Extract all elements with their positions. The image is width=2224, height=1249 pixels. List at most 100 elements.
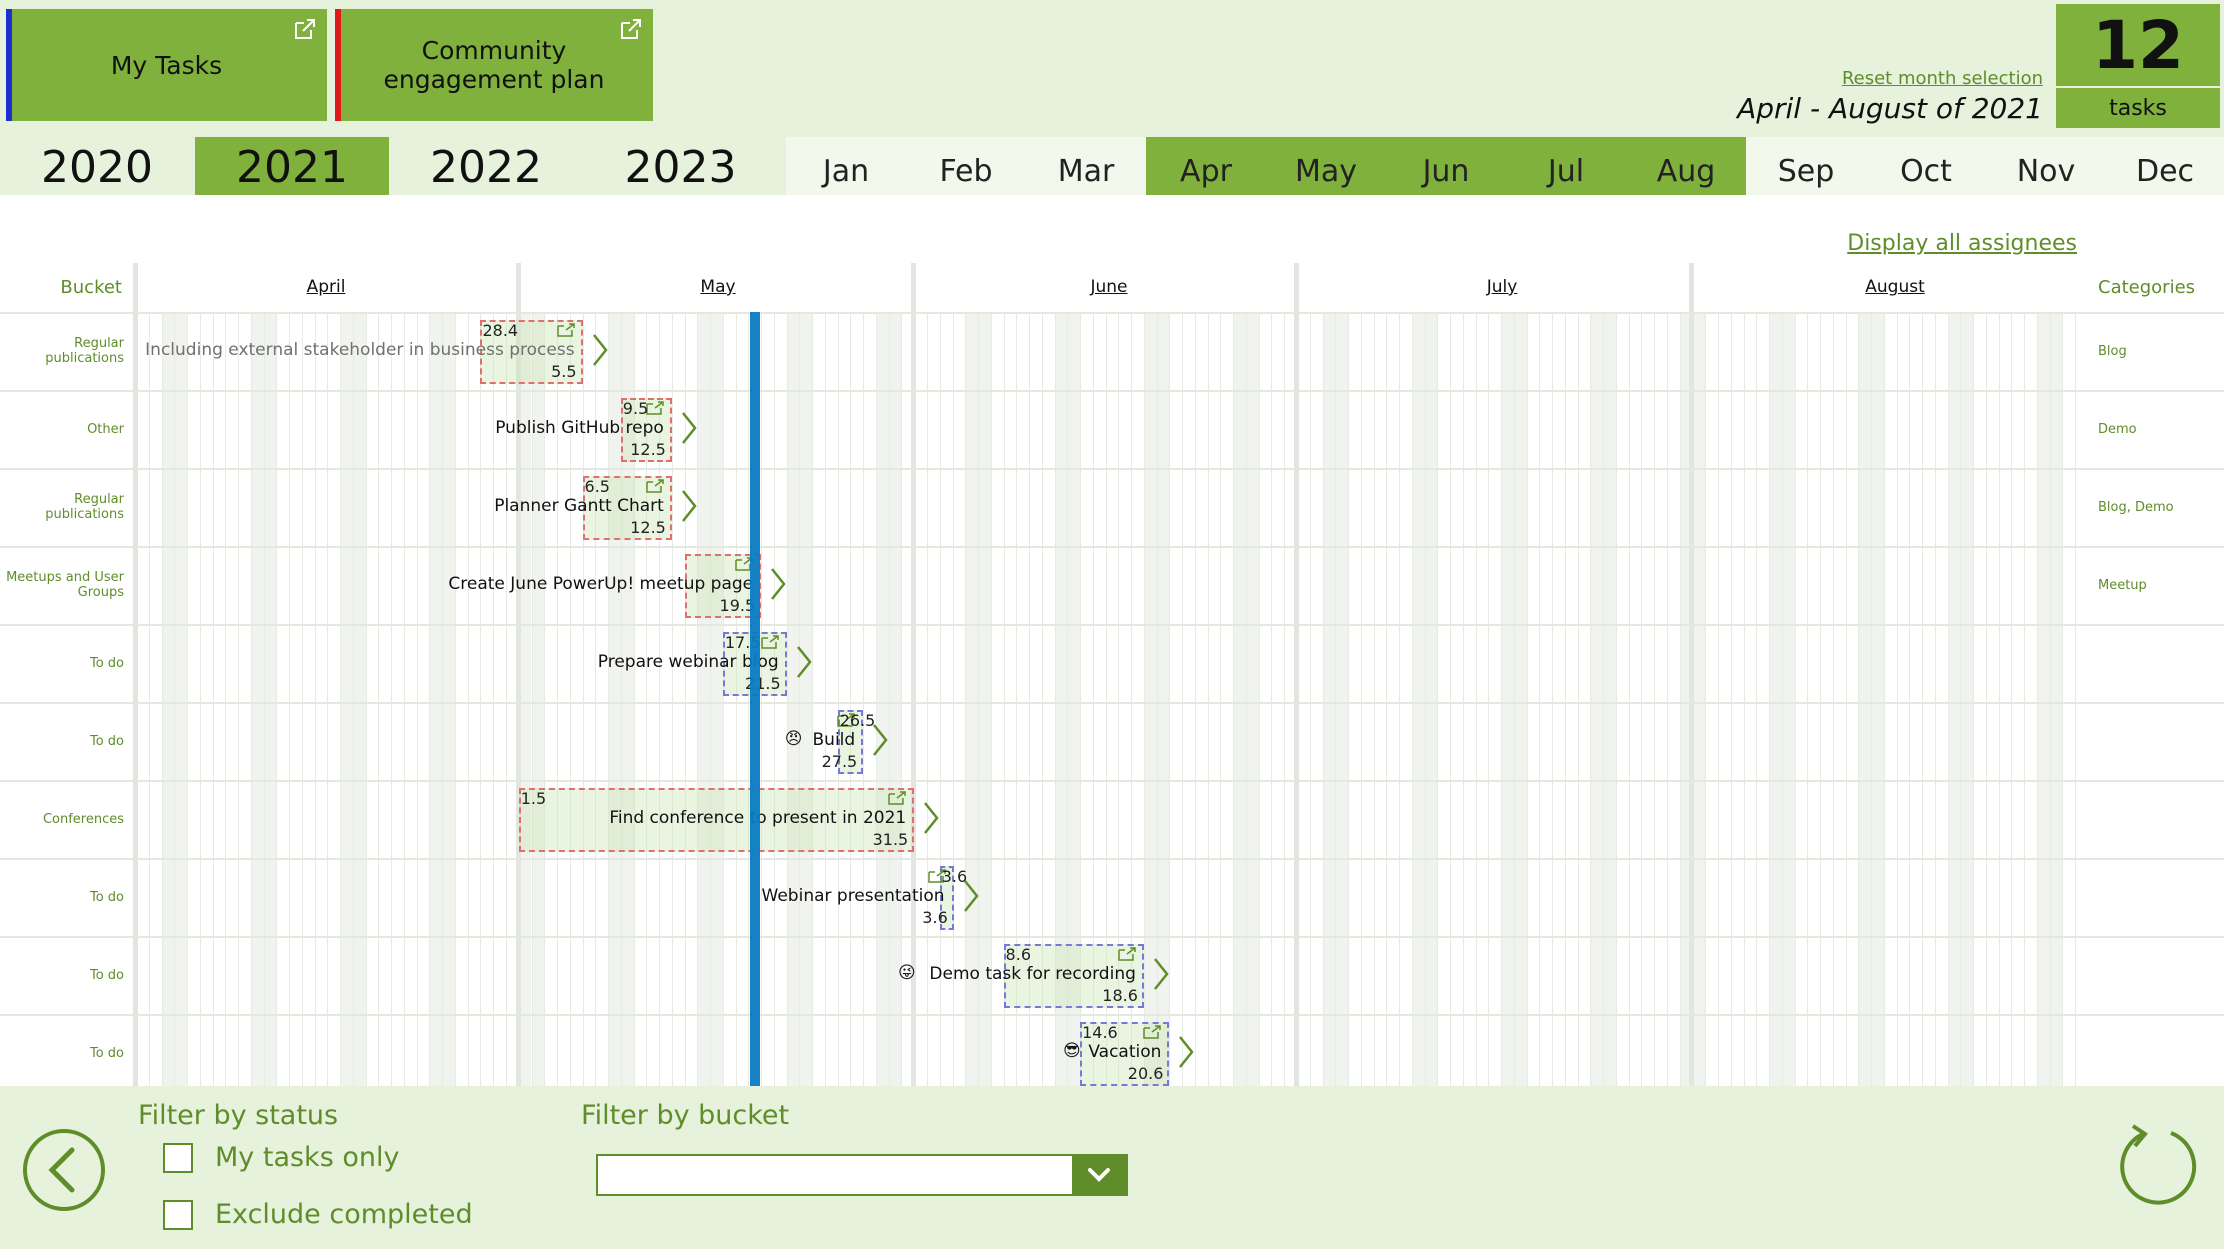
plan-tile-label: Community engagement plan (383, 36, 605, 94)
task-end-date: 31.5 (872, 830, 909, 849)
month-feb[interactable]: Feb (939, 154, 993, 189)
month-jun[interactable]: Jun (1386, 137, 1506, 195)
today-line (750, 312, 761, 1094)
month-mar[interactable]: Mar (1057, 154, 1115, 189)
bucket-label: Other (87, 421, 124, 437)
task-end-date: 19.5 (719, 596, 756, 615)
month-header-june[interactable]: June (1090, 277, 1128, 297)
chevron-right-icon[interactable] (922, 800, 940, 836)
task-name[interactable]: Prepare webinar blog (597, 652, 779, 672)
task-bar[interactable] (837, 710, 864, 774)
chevron-right-icon[interactable] (1177, 1034, 1195, 1070)
task-bar[interactable] (518, 788, 915, 852)
chevron-down-icon (1088, 1168, 1110, 1182)
month-header-may[interactable]: May (700, 277, 736, 297)
month-sep[interactable]: Sep (1777, 154, 1835, 189)
open-task-icon[interactable] (837, 713, 855, 727)
task-bar[interactable] (1080, 1022, 1170, 1086)
plan-tile-my-tasks[interactable]: My Tasks (6, 9, 327, 121)
row-separator (0, 936, 2224, 938)
task-name[interactable]: Demo task for recording (929, 964, 1136, 984)
task-end-date: 12.5 (630, 518, 666, 537)
month-oct[interactable]: Oct (1900, 154, 1952, 189)
month-header-april[interactable]: April (306, 277, 346, 297)
month-header-august[interactable]: August (1865, 277, 1925, 297)
task-name[interactable]: Build (812, 730, 856, 750)
reset-month-selection-link[interactable]: Reset month selection (1841, 68, 2043, 89)
display-all-assignees-link[interactable]: Display all assignees (1847, 231, 2077, 256)
chevron-right-icon[interactable] (769, 566, 787, 602)
task-end-date: 18.6 (1102, 986, 1138, 1005)
task-end-date: 20.6 (1127, 1064, 1164, 1083)
month-apr[interactable]: Apr (1146, 137, 1266, 195)
task-name[interactable]: Publish GitHub repo (495, 418, 664, 438)
open-external-icon[interactable] (619, 17, 643, 41)
row-separator (0, 858, 2224, 860)
refresh-icon[interactable] (2113, 1122, 2203, 1212)
exclude-completed-label: Exclude completed (215, 1199, 473, 1230)
task-name[interactable]: Create June PowerUp! meetup page (448, 574, 754, 594)
category-label (2090, 1014, 2224, 1092)
chevron-right-icon[interactable] (1152, 956, 1170, 992)
task-end-date: 5.5 (551, 362, 577, 381)
open-task-icon[interactable] (928, 869, 946, 883)
month-nov[interactable]: Nov (2016, 154, 2076, 189)
footer-panel: Filter by status My tasks only Exclude c… (0, 1086, 2224, 1249)
chevron-right-icon[interactable] (680, 488, 698, 524)
plan-color-stripe (6, 9, 12, 121)
exclude-completed-checkbox[interactable] (163, 1200, 193, 1230)
chevron-right-icon[interactable] (871, 722, 889, 758)
open-external-icon[interactable] (293, 17, 317, 41)
open-task-icon[interactable] (556, 323, 575, 337)
month-jan[interactable]: Jan (822, 154, 870, 189)
category-label: Meetup (2098, 577, 2147, 593)
task-name[interactable]: Including external stakeholder in busine… (145, 340, 575, 360)
task-count-label: tasks (2056, 88, 2220, 128)
open-task-icon[interactable] (760, 635, 779, 649)
month-header-july[interactable]: July (1486, 277, 1518, 297)
chevron-right-icon[interactable] (962, 878, 980, 914)
year-2020[interactable]: 2020 (41, 142, 153, 193)
category-label (2090, 702, 2224, 780)
month-may[interactable]: May (1266, 137, 1386, 195)
task-name[interactable]: Vacation (1088, 1042, 1162, 1062)
bucket-dropdown[interactable] (596, 1154, 1128, 1196)
task-name[interactable]: Find conference to present in 2021 (609, 808, 907, 828)
month-aug[interactable]: Aug (1626, 137, 1746, 195)
month-jul[interactable]: Jul (1506, 137, 1626, 195)
my-tasks-only-checkbox[interactable] (163, 1143, 193, 1173)
category-label (2090, 624, 2224, 702)
task-start-date: 9.5 (622, 399, 649, 418)
my-tasks-only-label: My tasks only (215, 1142, 400, 1173)
chevron-right-icon[interactable] (795, 644, 813, 680)
dropdown-toggle[interactable] (1072, 1156, 1126, 1194)
bucket-column-header: Bucket (60, 277, 122, 298)
year-2022[interactable]: 2022 (430, 142, 542, 193)
chevron-right-icon[interactable] (680, 410, 698, 446)
open-task-icon[interactable] (1118, 947, 1136, 961)
bucket-label: To do (89, 655, 124, 671)
open-task-icon[interactable] (888, 791, 906, 805)
task-name[interactable]: Planner Gantt Chart (494, 496, 664, 516)
task-bar[interactable] (480, 320, 583, 384)
task-end-date: 3.6 (922, 908, 948, 927)
plan-tile-community-engagement[interactable]: Community engagement plan (335, 9, 653, 121)
back-icon[interactable] (22, 1128, 106, 1212)
month-dec[interactable]: Dec (2135, 154, 2195, 189)
task-bar[interactable] (1003, 944, 1144, 1008)
year-2021[interactable]: 2021 (195, 137, 389, 195)
chevron-right-icon[interactable] (591, 332, 609, 368)
task-end-date: 27.5 (821, 752, 858, 771)
task-start-date: 1.5 (520, 789, 547, 808)
task-name[interactable]: Webinar presentation (761, 886, 945, 906)
category-label (2090, 858, 2224, 936)
month-separator (1293, 263, 1299, 1094)
bucket-label: To do (89, 967, 124, 983)
year-2023[interactable]: 2023 (624, 142, 737, 193)
date-range-label: April - August of 2021 (1737, 92, 2043, 125)
task-bar[interactable] (582, 476, 672, 540)
open-task-icon[interactable] (1143, 1025, 1162, 1039)
open-task-icon[interactable] (646, 401, 664, 415)
open-task-icon[interactable] (646, 479, 664, 493)
month-separator (1689, 263, 1695, 1094)
